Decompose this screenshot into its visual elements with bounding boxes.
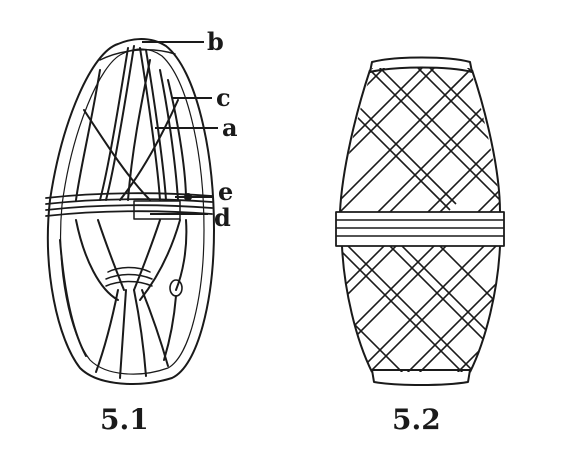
figure-5-2-outline-upper (339, 69, 371, 213)
figure-5-1-outline (46, 38, 215, 385)
callout-b: b (207, 27, 224, 56)
caption-figure-5-1: 5.1 (100, 403, 149, 436)
caption-figure-5-2: 5.2 (392, 403, 441, 436)
callout-c: c (216, 83, 231, 112)
callout-d: d (214, 203, 231, 232)
figure-5-2-band (335, 211, 505, 247)
callout-e: e (218, 177, 234, 206)
callout-a: a (222, 113, 238, 142)
